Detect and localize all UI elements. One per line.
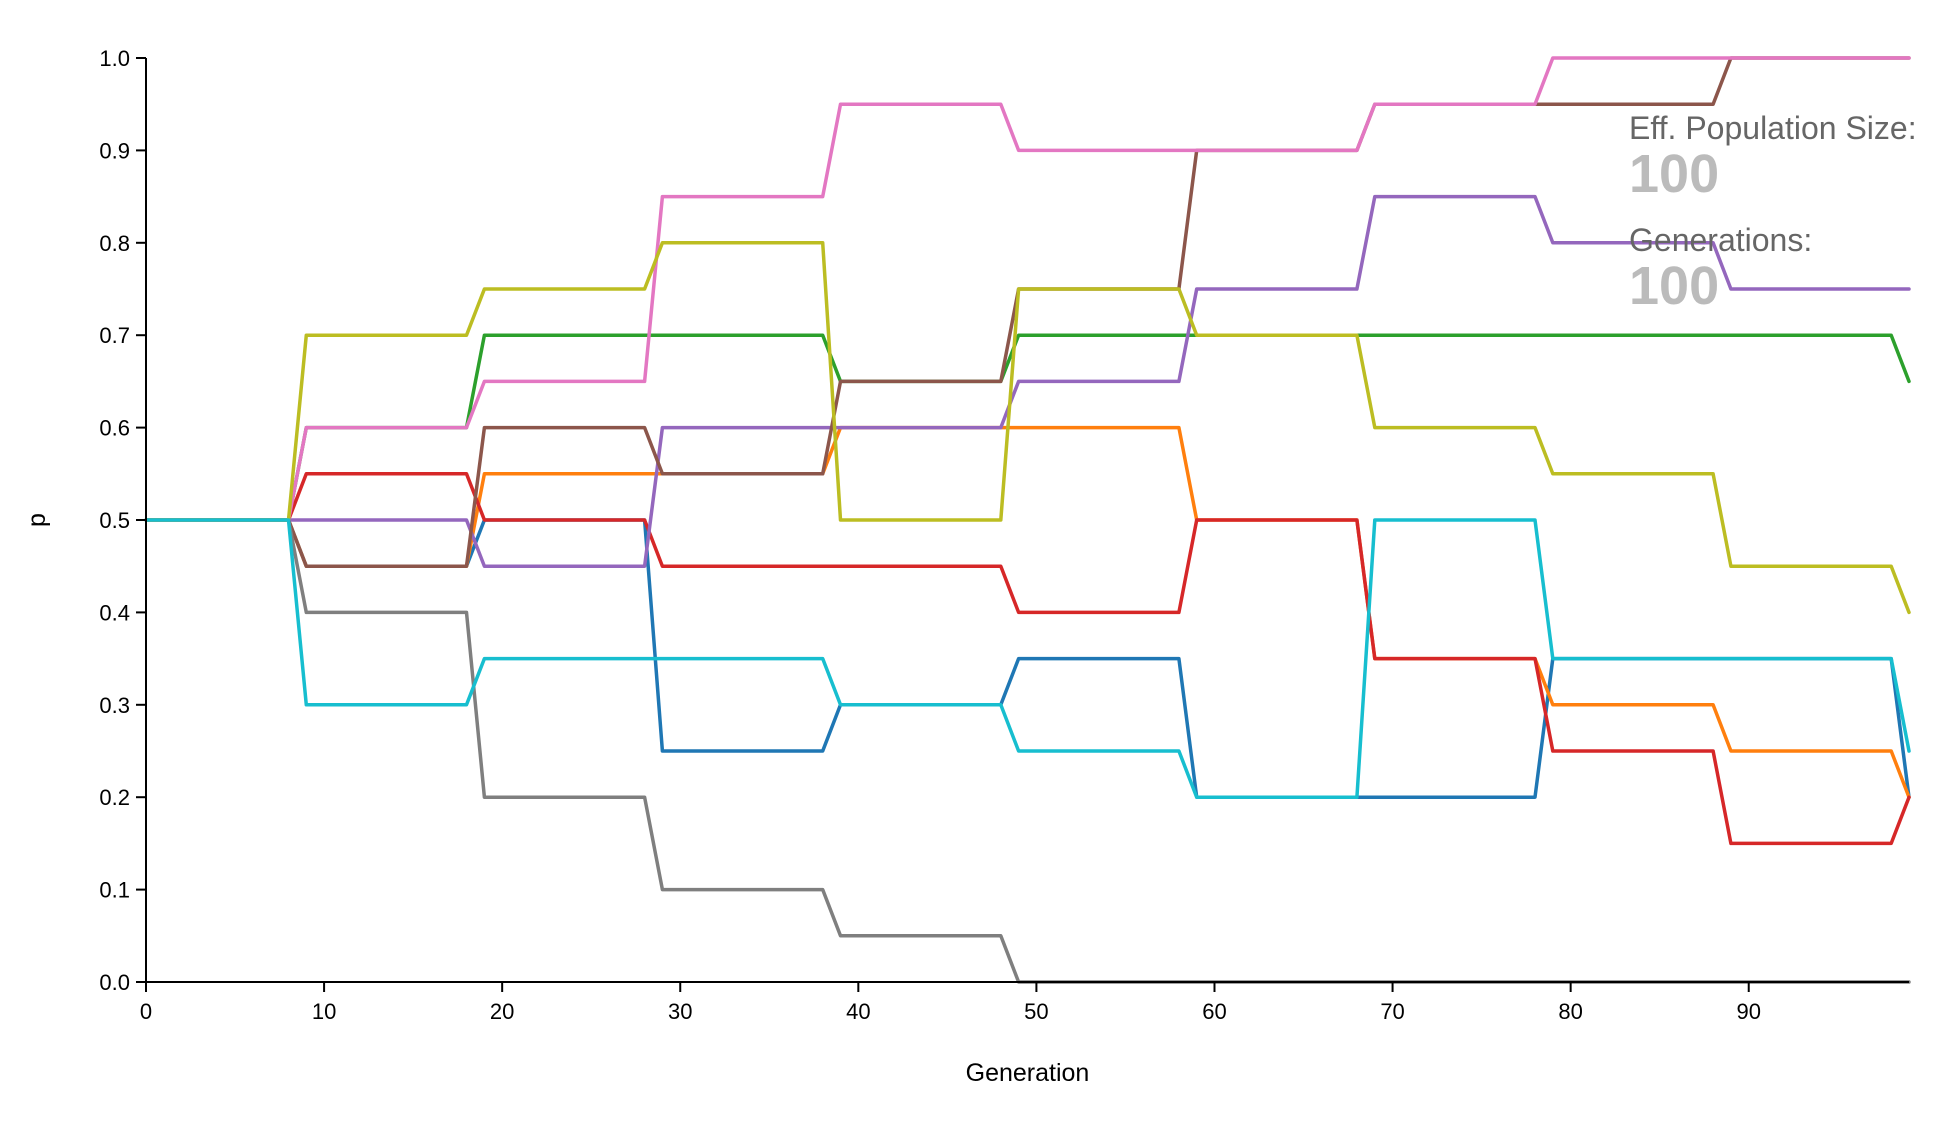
- x-axis-ticks: 0 10 20 30 40 50 60 70 80 90: [140, 982, 1761, 1024]
- x-tick-label: 60: [1202, 999, 1226, 1024]
- series-layer: [144, 56, 1911, 984]
- y-tick-label: 0.0: [99, 970, 130, 995]
- population-size-label: Eff. Population Size:: [1629, 110, 1917, 146]
- generations-value: 100: [1629, 256, 1720, 316]
- generations-label: Generations:: [1629, 222, 1813, 258]
- y-tick-label: 0.1: [99, 878, 130, 903]
- x-tick-label: 30: [668, 999, 692, 1024]
- series-line-9: [144, 241, 1911, 615]
- y-tick-label: 0.2: [99, 785, 130, 810]
- series-line-5: [144, 194, 1911, 568]
- y-tick-label: 0.4: [99, 600, 130, 625]
- series-line-7: [144, 56, 1911, 522]
- x-tick-label: 50: [1024, 999, 1048, 1024]
- population-size-value: 100: [1629, 144, 1720, 204]
- x-tick-label: 20: [490, 999, 514, 1024]
- series-line-4: [144, 472, 1911, 846]
- generations-block: Generations: 100: [1629, 222, 1812, 313]
- population-size-block: Eff. Population Size: 100: [1629, 110, 1917, 201]
- y-tick-label: 0.6: [99, 416, 130, 441]
- axes-layer: 0.0 0.1 0.2 0.3 0.4 0.5 0.6 0.7 0.8 0.9 1.0 0 10 20 3…: [23, 46, 1909, 1087]
- x-tick-label: 40: [846, 999, 870, 1024]
- x-tick-label: 70: [1380, 999, 1404, 1024]
- y-tick-label: 0.7: [99, 323, 130, 348]
- y-tick-label: 1.0: [99, 46, 130, 71]
- x-tick-label: 90: [1736, 999, 1760, 1024]
- y-tick-label: 0.9: [99, 138, 130, 163]
- y-tick-label: 0.5: [99, 508, 130, 533]
- x-tick-label: 10: [312, 999, 336, 1024]
- x-axis-label: Generation: [966, 1059, 1090, 1087]
- series-line-3: [144, 333, 1911, 522]
- x-tick-label: 80: [1558, 999, 1582, 1024]
- y-tick-label: 0.8: [99, 231, 130, 256]
- y-axis-label: p: [23, 513, 51, 527]
- y-tick-label: 0.3: [99, 693, 130, 718]
- y-axis-ticks: 0.0 0.1 0.2 0.3 0.4 0.5 0.6 0.7 0.8 0.9 1.0: [99, 46, 146, 995]
- series-line-10: [144, 518, 1911, 799]
- x-tick-label: 0: [140, 999, 152, 1024]
